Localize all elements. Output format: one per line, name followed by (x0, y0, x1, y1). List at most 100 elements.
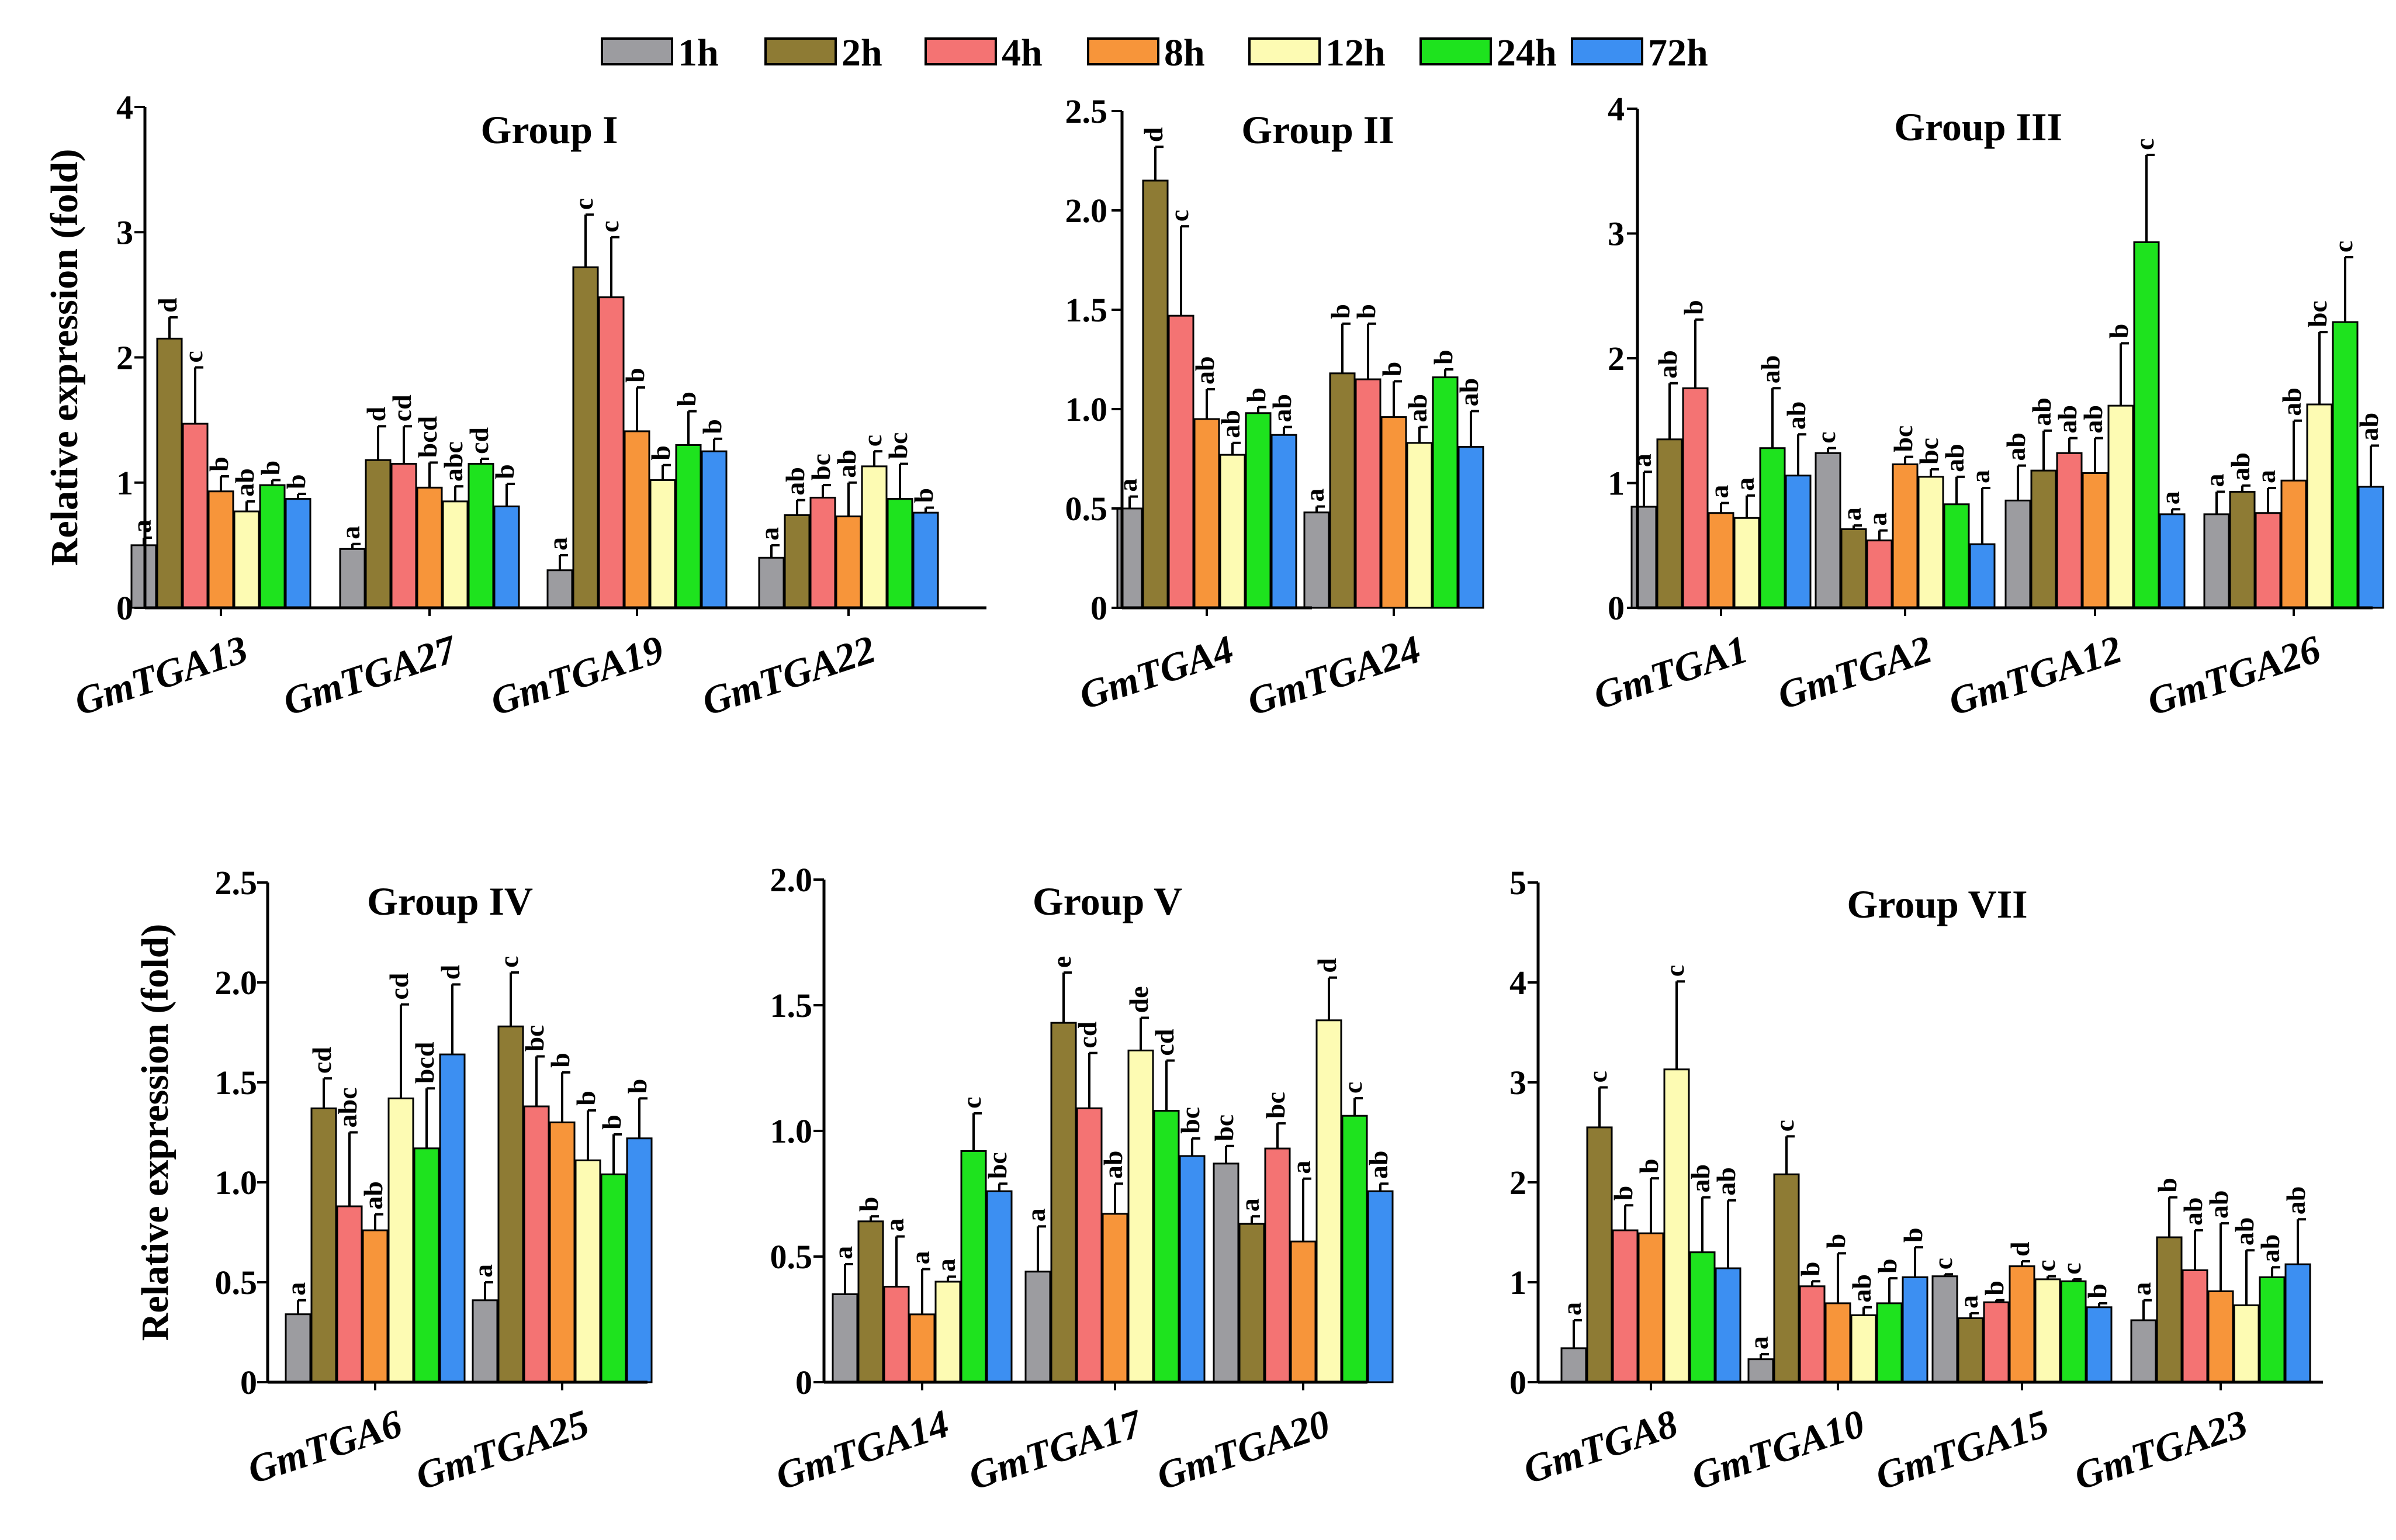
bar-GmTGA2-8h (1892, 463, 1919, 609)
significance-label: a (2155, 491, 2185, 504)
bar-GmTGA6-4h (336, 1205, 363, 1383)
panel-5: Group VabaaacbcGmTGA14aecdabdecdbcGmTGA1… (770, 861, 1394, 1499)
y-tick-label: 0 (795, 1363, 812, 1401)
significance-label: a (1021, 1208, 1051, 1221)
significance-label: b (1634, 1159, 1664, 1174)
x-tick-label: GmTGA20 (1151, 1401, 1335, 1499)
bar-GmTGA14-72h (986, 1190, 1013, 1383)
significance-label: b (1821, 1234, 1851, 1249)
bar-GmTGA23-8h (2207, 1290, 2234, 1383)
bar-GmTGA17-24h (1153, 1110, 1180, 1383)
y-tick-label: 2 (116, 339, 133, 377)
y-tick-label: 2.0 (770, 861, 813, 899)
significance-label: d (1312, 958, 1342, 973)
significance-label: ab (1216, 410, 1245, 438)
bar-GmTGA13-2h (156, 337, 183, 609)
bar-GmTGA10-24h (1876, 1302, 1903, 1383)
bar-GmTGA27-2h (365, 459, 392, 609)
y-tick-label: 2.0 (1065, 192, 1108, 230)
bar-GmTGA14-2h (857, 1220, 884, 1383)
y-tick-label: 1.5 (1065, 291, 1108, 329)
bar-GmTGA10-2h (1773, 1173, 1800, 1383)
panel-3: Group IIIaabbaaababGmTGA1caabcbcabaGmTGA… (1588, 90, 2384, 724)
significance-label: a (1627, 454, 1657, 467)
bar-GmTGA10-72h (1902, 1276, 1928, 1383)
panel-6: Group VIIacbbcababGmTGA8acbbabbbGmTGA10c… (1509, 864, 2323, 1499)
significance-label: bcd (410, 1041, 439, 1084)
x-tick-label: GmTGA17 (963, 1400, 1148, 1499)
bar-GmTGA19-8h (624, 430, 650, 609)
significance-label: a (127, 520, 157, 533)
legend-swatch-24h (1419, 37, 1492, 65)
significance-label: a (931, 1258, 961, 1272)
bar-GmTGA24-72h (1457, 446, 1484, 609)
x-tick-label: GmTGA14 (770, 1401, 954, 1499)
significance-label: b (1351, 304, 1381, 319)
significance-label: d (1138, 127, 1168, 142)
significance-label: cd (384, 973, 414, 999)
bar-GmTGA24-4h (1355, 378, 1381, 609)
bar-GmTGA24-12h (1406, 442, 1433, 609)
bar-GmTGA10-12h (1850, 1314, 1877, 1383)
bar-GmTGA13-12h (233, 510, 260, 609)
bar-GmTGA19-4h (598, 296, 625, 609)
significance-label: c (1583, 1071, 1612, 1082)
legend-label-4h: 4h (1002, 32, 1043, 74)
bar-GmTGA25-24h (600, 1173, 627, 1383)
y-axis-label: Relative expression (fold) (134, 924, 176, 1341)
x-tick-label: GmTGA2 (1772, 627, 1937, 718)
significance-label: b (2152, 1178, 2182, 1193)
significance-label: b (671, 392, 701, 407)
legend-swatch-2h (764, 37, 837, 65)
significance-label: c (1811, 431, 1841, 443)
bar-GmTGA22-1h (758, 556, 785, 609)
bar-GmTGA6-1h (285, 1313, 311, 1383)
bar-GmTGA25-4h (523, 1105, 550, 1383)
significance-label: b (1428, 349, 1458, 365)
y-tick-label: 4 (1608, 90, 1625, 128)
panel-title: Group VII (1847, 882, 2027, 926)
significance-label: c (1770, 1120, 1799, 1131)
significance-label: bc (806, 454, 836, 480)
bar-GmTGA23-12h (2233, 1304, 2260, 1383)
bar-GmTGA1-12h (1733, 517, 1760, 609)
significance-label: ab (2229, 1217, 2259, 1246)
bar-GmTGA19-2h (572, 266, 599, 609)
bar-GmTGA27-4h (390, 463, 417, 609)
y-tick-label: 2.5 (1065, 92, 1108, 130)
bar-GmTGA10-4h (1799, 1285, 1826, 1383)
bar-GmTGA20-12h (1315, 1019, 1342, 1383)
bar-GmTGA19-72h (701, 450, 728, 609)
legend: 1h 2h 4h 8h 12h 24h 72h (601, 32, 1708, 74)
significance-label: c (1164, 210, 1194, 222)
significance-label: a (754, 527, 784, 541)
significance-label: ab (1685, 1164, 1715, 1193)
bar-GmTGA15-4h (1983, 1301, 2010, 1383)
bar-GmTGA15-24h (2060, 1280, 2087, 1383)
bar-GmTGA15-12h (2034, 1278, 2061, 1383)
x-tick-label: GmTGA15 (1870, 1401, 2054, 1499)
significance-label: ab (2204, 1191, 2234, 1219)
bar-GmTGA26-4h (2255, 512, 2281, 609)
y-tick-label: 1.0 (215, 1164, 258, 1202)
y-tick-label: 0 (1090, 589, 1107, 627)
y-tick-label: 2 (1509, 1164, 1526, 1202)
bar-GmTGA22-2h (784, 514, 811, 609)
y-tick-label: 5 (1509, 864, 1526, 902)
bar-GmTGA15-2h (1957, 1317, 1984, 1383)
significance-label: a (1965, 470, 1995, 483)
bar-GmTGA1-2h (1656, 438, 1683, 609)
x-tick-label: GmTGA25 (410, 1401, 594, 1499)
bar-GmTGA10-1h (1747, 1358, 1774, 1383)
bar-GmTGA19-1h (546, 569, 573, 609)
significance-label: c (594, 220, 624, 232)
significance-label: bc (1261, 1092, 1290, 1119)
bar-GmTGA13-24h (259, 484, 286, 609)
legend-label-8h: 8h (1164, 32, 1205, 74)
bar-GmTGA25-1h (472, 1299, 498, 1383)
significance-label: b (697, 419, 727, 434)
bar-GmTGA15-8h (2009, 1265, 2035, 1383)
bar-GmTGA1-72h (1785, 475, 1812, 609)
significance-label: a (1235, 1198, 1265, 1212)
significance-label: b (622, 1079, 652, 1094)
